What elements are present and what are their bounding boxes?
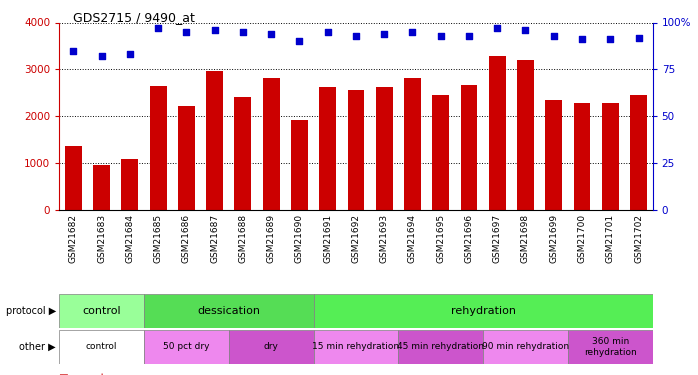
Text: 360 min
rehydration: 360 min rehydration <box>584 337 637 357</box>
Bar <box>489 56 506 210</box>
Bar <box>235 97 251 210</box>
Text: GSM21683: GSM21683 <box>97 214 106 263</box>
Bar <box>94 165 110 210</box>
Bar <box>150 86 167 210</box>
Text: GSM21688: GSM21688 <box>239 214 248 263</box>
Text: dessication: dessication <box>198 306 260 316</box>
Text: GSM21697: GSM21697 <box>493 214 502 263</box>
Point <box>237 29 248 35</box>
Text: GSM21694: GSM21694 <box>408 214 417 263</box>
Text: control: control <box>86 342 117 351</box>
Text: 90 min rehydration: 90 min rehydration <box>482 342 569 351</box>
Text: GSM21685: GSM21685 <box>154 214 163 263</box>
Bar <box>144 294 313 328</box>
Point <box>604 36 616 42</box>
Text: ■  count: ■ count <box>59 373 105 375</box>
Text: GSM21691: GSM21691 <box>323 214 332 263</box>
Point <box>153 25 164 31</box>
Point <box>520 27 531 33</box>
Bar <box>291 120 308 210</box>
Bar <box>399 330 483 364</box>
Point <box>294 38 305 44</box>
Point <box>124 51 135 57</box>
Text: GSM21690: GSM21690 <box>295 214 304 263</box>
Bar <box>59 330 144 364</box>
Bar <box>568 330 653 364</box>
Point <box>491 25 503 31</box>
Text: GSM21701: GSM21701 <box>606 214 615 263</box>
Point <box>548 33 559 39</box>
Text: GSM21702: GSM21702 <box>634 214 643 263</box>
Bar <box>574 103 591 210</box>
Point <box>577 36 588 42</box>
Bar <box>206 71 223 210</box>
Text: GSM21700: GSM21700 <box>577 214 586 263</box>
Point <box>266 31 277 37</box>
Text: GSM21689: GSM21689 <box>267 214 276 263</box>
Point <box>322 29 334 35</box>
Text: GSM21696: GSM21696 <box>464 214 473 263</box>
Text: GSM21695: GSM21695 <box>436 214 445 263</box>
Bar <box>348 90 364 210</box>
Bar <box>630 95 647 210</box>
Text: GSM21698: GSM21698 <box>521 214 530 263</box>
Text: GSM21693: GSM21693 <box>380 214 389 263</box>
Bar <box>262 78 280 210</box>
Bar <box>432 95 450 210</box>
Text: control: control <box>82 306 121 316</box>
Text: GSM21684: GSM21684 <box>126 214 135 263</box>
Text: 50 pct dry: 50 pct dry <box>163 342 209 351</box>
Point <box>68 48 79 54</box>
Text: GSM21686: GSM21686 <box>182 214 191 263</box>
Text: protocol ▶: protocol ▶ <box>6 306 56 316</box>
Bar <box>313 294 653 328</box>
Point <box>181 29 192 35</box>
Point <box>463 33 475 39</box>
Bar <box>545 100 562 210</box>
Point <box>96 53 107 59</box>
Bar <box>229 330 313 364</box>
Text: rehydration: rehydration <box>451 306 516 316</box>
Bar <box>65 146 82 210</box>
Text: other ▶: other ▶ <box>20 342 56 352</box>
Text: dry: dry <box>264 342 279 351</box>
Text: GDS2715 / 9490_at: GDS2715 / 9490_at <box>73 11 195 24</box>
Bar <box>313 330 399 364</box>
Bar <box>602 103 618 210</box>
Point <box>633 34 644 40</box>
Text: 45 min rehydration: 45 min rehydration <box>397 342 484 351</box>
Bar <box>461 86 477 210</box>
Text: GSM21682: GSM21682 <box>69 214 78 263</box>
Point <box>378 31 389 37</box>
Text: 15 min rehydration: 15 min rehydration <box>313 342 399 351</box>
Bar <box>483 330 568 364</box>
Bar <box>178 106 195 210</box>
Bar <box>517 60 534 210</box>
Bar <box>144 330 229 364</box>
Bar <box>121 159 138 210</box>
Bar <box>404 78 421 210</box>
Point <box>350 33 362 39</box>
Bar <box>376 87 393 210</box>
Text: GSM21687: GSM21687 <box>210 214 219 263</box>
Text: GSM21692: GSM21692 <box>352 214 360 263</box>
Text: GSM21699: GSM21699 <box>549 214 558 263</box>
Bar <box>59 294 144 328</box>
Point <box>407 29 418 35</box>
Point <box>209 27 221 33</box>
Point <box>435 33 446 39</box>
Bar <box>319 87 336 210</box>
